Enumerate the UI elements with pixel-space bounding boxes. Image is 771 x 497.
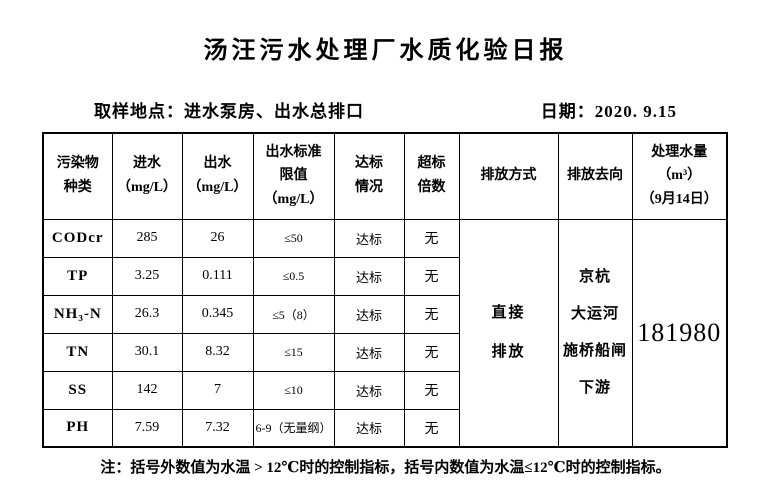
table-row: TN 30.1 8.32 ≤15 达标 无 — [42, 332, 727, 372]
cell-status: 达标 — [333, 218, 405, 258]
cell-outflow: 7 — [181, 370, 254, 410]
cell-pollutant: TP — [42, 256, 113, 296]
cell-exceed: 无 — [403, 256, 460, 296]
cell-status: 达标 — [333, 332, 405, 372]
table-header-row: 污染物 种类 进水 （mg/L） 出水 （mg/L） 出水标准 限值 （mg/L… — [42, 132, 728, 220]
cell-limit: ≤15 — [252, 332, 335, 372]
cell-exceed: 无 — [403, 370, 460, 410]
page-title: 汤汪污水处理厂水质化验日报 — [203, 38, 568, 64]
cell-treated-volume: 181980 — [631, 218, 728, 448]
cell-pollutant: NH₃-N — [42, 294, 113, 334]
cell-limit: ≤5（8） — [252, 294, 335, 334]
header-inflow: 进水 （mg/L） — [111, 132, 183, 220]
table-row: CODcr 285 26 ≤50 达标 无 直接 排放 京杭 大运河 施桥船闸 … — [42, 218, 728, 448]
cell-pollutant: PH — [42, 408, 113, 448]
header-discharge-destination: 排放去向 — [557, 132, 633, 220]
cell-outflow: 7.32 — [181, 408, 254, 448]
cell-exceed: 无 — [403, 332, 460, 372]
header-treated-volume: 处理水量 （m³） （9月14日） — [631, 132, 728, 220]
cell-outflow: 26 — [181, 218, 254, 258]
cell-pollutant: TN — [42, 332, 113, 372]
cell-inflow: 3.25 — [111, 256, 183, 296]
water-quality-table: 污染物 种类 进水 （mg/L） 出水 （mg/L） 出水标准 限值 （mg/L… — [42, 132, 728, 448]
header-exceed: 超标 倍数 — [403, 132, 460, 220]
cell-limit: ≤10 — [252, 370, 335, 410]
sampling-location-label: 取样地点：进水泵房、出水总排口 — [94, 102, 364, 121]
report-date-label: 日期：2020. 9.15 — [540, 102, 677, 121]
header-pollutant: 污染物 种类 — [42, 132, 113, 220]
cell-pollutant: CODcr — [42, 218, 113, 258]
cell-discharge-mode: 直接 排放 — [458, 218, 559, 448]
cell-limit: ≤0.5 — [252, 256, 335, 296]
cell-status: 达标 — [333, 370, 405, 410]
header-status: 达标 情况 — [333, 132, 405, 220]
cell-exceed: 无 — [403, 218, 460, 258]
cell-exceed: 无 — [403, 408, 460, 448]
cell-outflow: 0.345 — [181, 294, 254, 334]
cell-limit: ≤50 — [252, 218, 335, 258]
table-row: NH₃-N 26.3 0.345 ≤5（8） 达标 无 — [42, 294, 727, 334]
table-row: SS 142 7 ≤10 达标 无 — [42, 370, 727, 410]
cell-inflow: 26.3 — [111, 294, 183, 334]
table-row: TP 3.25 0.111 ≤0.5 达标 无 — [42, 256, 727, 296]
cell-inflow: 142 — [111, 370, 183, 410]
cell-pollutant: SS — [42, 370, 113, 410]
cell-limit: 6-9（无量纲） — [252, 408, 335, 448]
cell-status: 达标 — [333, 408, 405, 448]
cell-inflow: 30.1 — [111, 332, 183, 372]
footnote: 注：括号外数值为水温 > 12℃时的控制指标，括号内数值为水温≤12℃时的控制指… — [100, 460, 671, 476]
cell-exceed: 无 — [403, 294, 460, 334]
header-limit: 出水标准 限值 （mg/L） — [252, 132, 335, 220]
header-discharge-mode: 排放方式 — [458, 132, 559, 220]
cell-inflow: 7.59 — [111, 408, 183, 448]
table-row: PH 7.59 7.32 6-9（无量纲） 达标 无 — [42, 408, 727, 448]
cell-inflow: 285 — [111, 218, 183, 258]
cell-outflow: 8.32 — [181, 332, 254, 372]
cell-status: 达标 — [333, 256, 405, 296]
cell-discharge-destination: 京杭 大运河 施桥船闸 下游 — [557, 218, 633, 448]
meta-row: 取样地点：进水泵房、出水总排口 日期：2020. 9.15 — [0, 97, 771, 122]
cell-status: 达标 — [333, 294, 405, 334]
cell-outflow: 0.111 — [181, 256, 254, 296]
header-outflow: 出水 （mg/L） — [181, 132, 254, 220]
